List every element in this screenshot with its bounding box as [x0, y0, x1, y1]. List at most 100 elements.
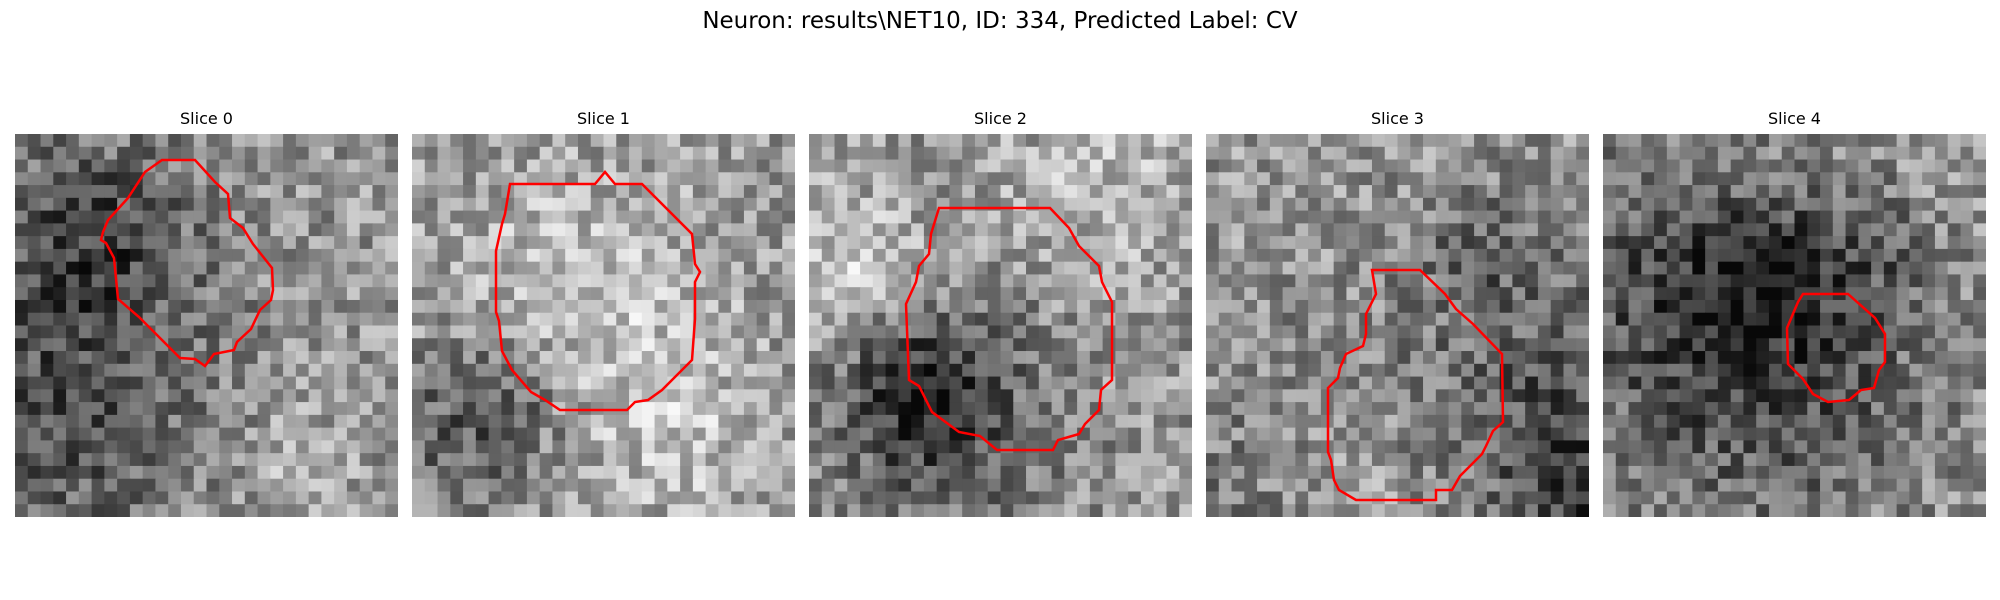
pixel [1922, 453, 1936, 467]
pixel [193, 504, 208, 517]
pixel [1563, 478, 1577, 493]
pixel [898, 159, 912, 173]
pixel [257, 389, 271, 403]
pixel [283, 210, 297, 224]
pixel [463, 223, 477, 237]
pixel [911, 134, 925, 148]
pixel [667, 440, 681, 454]
pixel [501, 491, 515, 505]
pixel [1346, 299, 1360, 314]
pixel [1922, 210, 1936, 224]
pixel [142, 402, 157, 416]
pixel [514, 478, 528, 493]
pixel [1768, 159, 1783, 173]
pixel [1231, 248, 1245, 263]
pixel [1308, 185, 1322, 199]
pixel [1743, 299, 1757, 314]
pixel [539, 427, 554, 441]
pixel [424, 478, 439, 493]
pixel [168, 185, 182, 199]
pixel [334, 504, 348, 517]
pixel [283, 389, 297, 403]
pixel [821, 159, 836, 173]
pixel [475, 299, 490, 314]
pixel [206, 338, 220, 352]
pixel [475, 223, 490, 237]
pixel [1486, 414, 1501, 429]
pixel [1781, 414, 1796, 429]
pixel [1499, 274, 1513, 288]
pixel [1448, 402, 1462, 416]
pixel [1654, 274, 1668, 288]
pixel [1423, 261, 1437, 276]
pixel [680, 172, 694, 186]
pixel [1499, 338, 1513, 352]
pixel [1166, 465, 1180, 480]
pixel [142, 299, 157, 314]
pixel [1717, 389, 1732, 403]
pixel [1026, 185, 1040, 199]
pixel [1499, 223, 1513, 237]
pixel [911, 351, 925, 365]
pixel [936, 478, 951, 493]
pixel [1320, 274, 1335, 288]
pixel [385, 414, 398, 429]
pixel [168, 172, 182, 186]
pixel [346, 478, 361, 493]
pixel [1654, 363, 1668, 378]
pixel [1973, 210, 1986, 224]
pixel [308, 146, 322, 161]
pixel [962, 236, 976, 250]
pixel [1960, 465, 1974, 480]
pixel [1679, 504, 1693, 517]
pixel [1576, 338, 1589, 352]
pixel [1461, 376, 1475, 390]
pixel [1628, 338, 1642, 352]
pixel [1461, 402, 1475, 416]
pixel [1820, 172, 1834, 186]
pixel [1909, 287, 1923, 301]
pixel [654, 299, 668, 314]
pixel [962, 261, 976, 276]
pixel [1179, 427, 1192, 441]
pixel [577, 338, 592, 352]
pixel [809, 376, 823, 390]
pixel [1896, 478, 1910, 493]
pixel [577, 440, 592, 454]
pixel [1909, 210, 1923, 224]
pixel [257, 351, 271, 365]
pixel [1512, 351, 1526, 365]
pixel [1820, 504, 1834, 517]
pixel [412, 274, 426, 288]
pixel [1512, 504, 1526, 517]
pixel [1179, 414, 1192, 429]
pixel [334, 172, 348, 186]
pixel [1909, 351, 1923, 365]
pixel [1743, 376, 1757, 390]
pixel [1794, 402, 1808, 416]
pixel [539, 414, 554, 429]
pixel [834, 236, 848, 250]
pixel [15, 338, 29, 352]
pixel [1013, 236, 1027, 250]
pixel [244, 159, 259, 173]
pixel [283, 159, 297, 173]
pixel [1832, 325, 1847, 339]
pixel [1115, 185, 1129, 199]
pixel [756, 299, 771, 314]
pixel [936, 453, 951, 467]
pixel [1934, 146, 1949, 161]
pixel [1166, 363, 1180, 378]
pixel [936, 504, 951, 517]
pixel [1768, 389, 1783, 403]
pixel [117, 134, 131, 148]
pixel [834, 427, 848, 441]
pixel [1435, 363, 1450, 378]
pixel [142, 363, 157, 378]
pixel [1794, 172, 1808, 186]
pixel [1550, 172, 1565, 186]
pixel [232, 376, 246, 390]
pixel [718, 478, 732, 493]
pixel [1153, 338, 1168, 352]
pixel [782, 465, 795, 480]
